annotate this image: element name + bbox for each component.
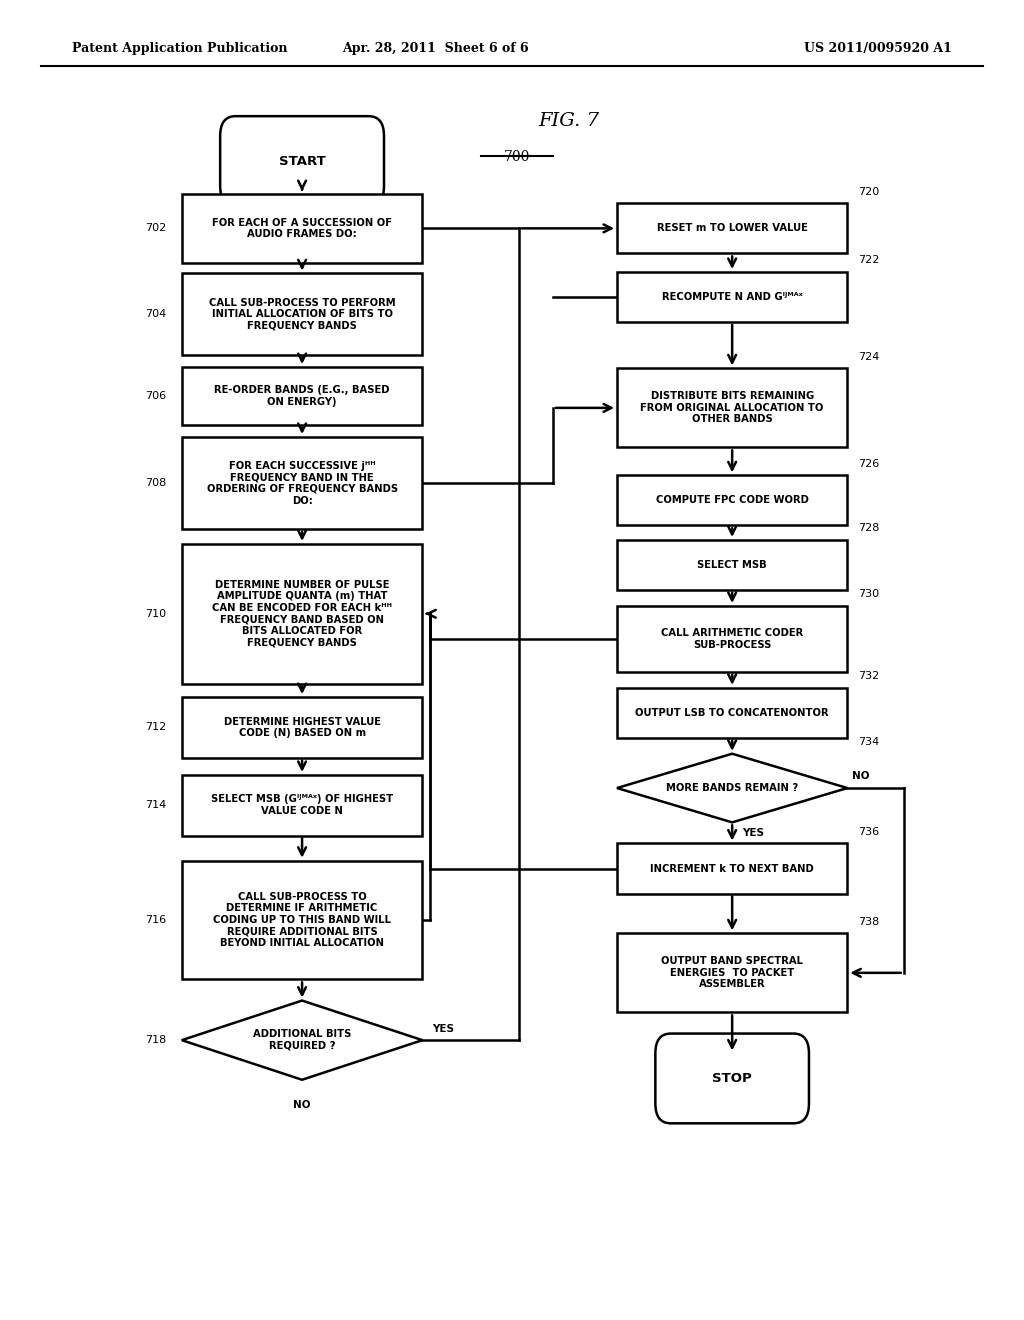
- Polygon shape: [182, 1001, 422, 1080]
- Text: 706: 706: [145, 391, 166, 401]
- Text: OUTPUT BAND SPECTRAL
ENERGIES  TO PACKET
ASSEMBLER: OUTPUT BAND SPECTRAL ENERGIES TO PACKET …: [662, 956, 803, 990]
- Text: CALL SUB-PROCESS TO
DETERMINE IF ARITHMETIC
CODING UP TO THIS BAND WILL
REQUIRE : CALL SUB-PROCESS TO DETERMINE IF ARITHME…: [213, 892, 391, 948]
- Text: 728: 728: [858, 523, 879, 533]
- Text: STOP: STOP: [713, 1072, 752, 1085]
- FancyBboxPatch shape: [616, 540, 847, 590]
- Text: SELECT MSB (Gᴵᴶᴹᴬˣ) OF HIGHEST
VALUE CODE N: SELECT MSB (Gᴵᴶᴹᴬˣ) OF HIGHEST VALUE COD…: [211, 795, 393, 816]
- FancyBboxPatch shape: [182, 437, 422, 529]
- FancyBboxPatch shape: [220, 116, 384, 206]
- Text: YES: YES: [742, 828, 764, 838]
- FancyBboxPatch shape: [182, 273, 422, 355]
- Text: CALL ARITHMETIC CODER
SUB-PROCESS: CALL ARITHMETIC CODER SUB-PROCESS: [662, 628, 803, 649]
- Text: START: START: [279, 154, 326, 168]
- Text: 718: 718: [145, 1035, 166, 1045]
- Text: SELECT MSB: SELECT MSB: [697, 560, 767, 570]
- Text: 702: 702: [145, 223, 166, 234]
- Text: 710: 710: [145, 609, 166, 619]
- FancyBboxPatch shape: [616, 475, 847, 525]
- FancyBboxPatch shape: [182, 697, 422, 758]
- Text: INCREMENT k TO NEXT BAND: INCREMENT k TO NEXT BAND: [650, 863, 814, 874]
- Text: 700: 700: [504, 150, 530, 165]
- Text: 736: 736: [858, 826, 879, 837]
- FancyBboxPatch shape: [182, 367, 422, 425]
- Text: Apr. 28, 2011  Sheet 6 of 6: Apr. 28, 2011 Sheet 6 of 6: [342, 42, 528, 55]
- Text: 724: 724: [858, 351, 879, 362]
- Text: 716: 716: [145, 915, 166, 925]
- Text: 714: 714: [145, 800, 166, 810]
- FancyBboxPatch shape: [182, 194, 422, 263]
- Text: COMPUTE FPC CODE WORD: COMPUTE FPC CODE WORD: [655, 495, 809, 506]
- Text: YES: YES: [432, 1023, 455, 1034]
- Polygon shape: [616, 754, 848, 822]
- Text: FOR EACH SUCCESSIVE jᴴᴴ
FREQUENCY BAND IN THE
ORDERING OF FREQUENCY BANDS
DO:: FOR EACH SUCCESSIVE jᴴᴴ FREQUENCY BAND I…: [207, 461, 397, 506]
- Text: OUTPUT LSB TO CONCATENONTOR: OUTPUT LSB TO CONCATENONTOR: [635, 708, 829, 718]
- Text: RECOMPUTE N AND Gᴵᴶᴹᴬˣ: RECOMPUTE N AND Gᴵᴶᴹᴬˣ: [662, 292, 803, 302]
- Text: ADDITIONAL BITS
REQUIRED ?: ADDITIONAL BITS REQUIRED ?: [253, 1030, 351, 1051]
- Text: RESET m TO LOWER VALUE: RESET m TO LOWER VALUE: [656, 223, 808, 234]
- Text: 732: 732: [858, 671, 879, 681]
- Text: 738: 738: [858, 916, 879, 927]
- Text: 712: 712: [145, 722, 166, 733]
- FancyBboxPatch shape: [182, 775, 422, 836]
- FancyBboxPatch shape: [616, 203, 847, 253]
- Text: 726: 726: [858, 458, 879, 469]
- Text: DETERMINE HIGHEST VALUE
CODE (N) BASED ON m: DETERMINE HIGHEST VALUE CODE (N) BASED O…: [223, 717, 381, 738]
- Text: 708: 708: [145, 478, 166, 488]
- Text: MORE BANDS REMAIN ?: MORE BANDS REMAIN ?: [666, 783, 799, 793]
- Text: 730: 730: [858, 589, 879, 599]
- Text: NO: NO: [293, 1100, 311, 1110]
- Text: 722: 722: [858, 255, 879, 265]
- Text: FIG. 7: FIG. 7: [538, 112, 599, 131]
- FancyBboxPatch shape: [182, 544, 422, 684]
- FancyBboxPatch shape: [616, 933, 847, 1012]
- FancyBboxPatch shape: [616, 272, 847, 322]
- Text: CALL SUB-PROCESS TO PERFORM
INITIAL ALLOCATION OF BITS TO
FREQUENCY BANDS: CALL SUB-PROCESS TO PERFORM INITIAL ALLO…: [209, 297, 395, 331]
- FancyBboxPatch shape: [616, 843, 847, 894]
- Text: 734: 734: [858, 737, 879, 747]
- Text: Patent Application Publication: Patent Application Publication: [72, 42, 287, 55]
- FancyBboxPatch shape: [182, 861, 422, 979]
- Text: 720: 720: [858, 186, 879, 197]
- Text: DETERMINE NUMBER OF PULSE
AMPLITUDE QUANTA (m) THAT
CAN BE ENCODED FOR EACH kᴴᴴ
: DETERMINE NUMBER OF PULSE AMPLITUDE QUAN…: [212, 579, 392, 648]
- Text: 704: 704: [145, 309, 166, 319]
- FancyBboxPatch shape: [616, 688, 847, 738]
- FancyBboxPatch shape: [655, 1034, 809, 1123]
- Text: DISTRIBUTE BITS REMAINING
FROM ORIGINAL ALLOCATION TO
OTHER BANDS: DISTRIBUTE BITS REMAINING FROM ORIGINAL …: [640, 391, 824, 425]
- Text: FOR EACH OF A SUCCESSION OF
AUDIO FRAMES DO:: FOR EACH OF A SUCCESSION OF AUDIO FRAMES…: [212, 218, 392, 239]
- FancyBboxPatch shape: [616, 606, 847, 672]
- FancyBboxPatch shape: [616, 368, 847, 447]
- Text: US 2011/0095920 A1: US 2011/0095920 A1: [805, 42, 952, 55]
- Text: RE-ORDER BANDS (E.G., BASED
ON ENERGY): RE-ORDER BANDS (E.G., BASED ON ENERGY): [214, 385, 390, 407]
- Text: NO: NO: [852, 771, 870, 781]
